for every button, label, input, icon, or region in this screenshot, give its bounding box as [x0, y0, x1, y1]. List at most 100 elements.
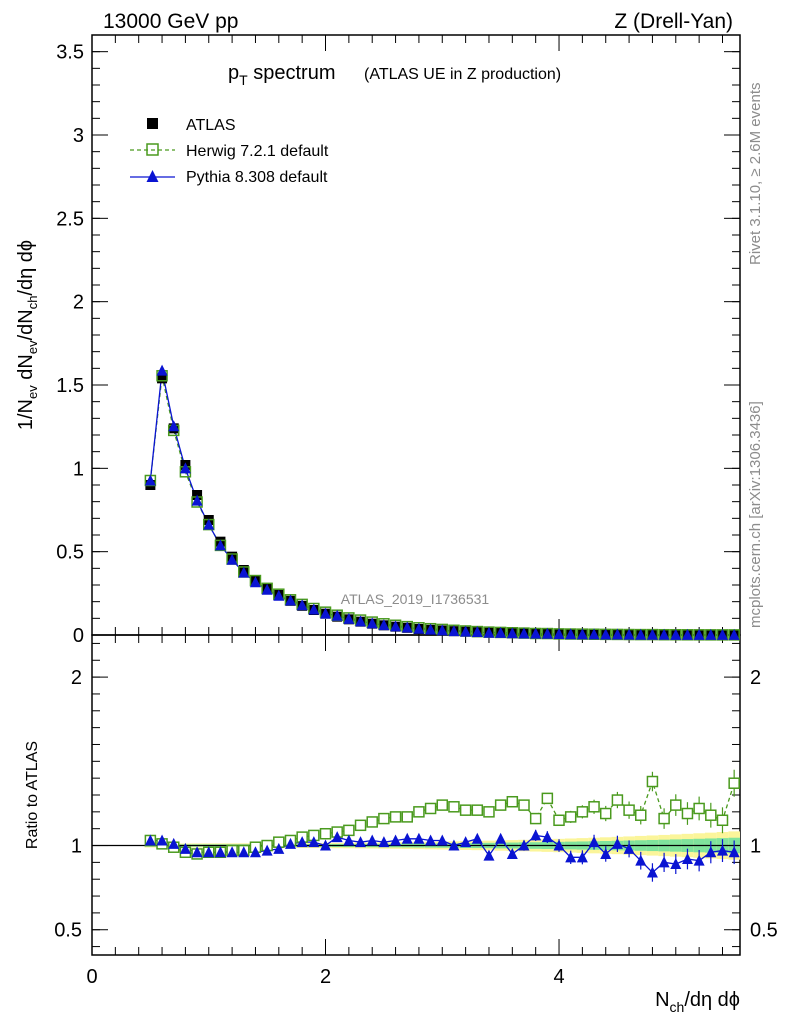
pythia-ratio-point	[390, 834, 402, 846]
main-ytick-label: 0.5	[56, 542, 84, 564]
herwig-ratio-point	[564, 811, 577, 823]
pythia-ratio-point	[460, 836, 472, 848]
ratio-ytick-label: 0.5	[54, 920, 82, 942]
legend-atlas-label: ATLAS	[186, 117, 236, 134]
pythia-ratio-point	[203, 846, 215, 858]
main-ytick-label: 1	[73, 458, 84, 480]
pythia-point	[483, 626, 495, 638]
analysis-watermark: ATLAS_2019_I1736531	[341, 591, 490, 607]
pythia-point	[284, 594, 296, 606]
pythia-point	[658, 628, 670, 640]
main-ytick-label: 2	[73, 292, 84, 314]
pythia-ratio-point	[273, 842, 285, 854]
pythia-ratio-point	[646, 866, 658, 878]
herwig-ratio-point	[354, 819, 367, 832]
pythia-point	[565, 628, 577, 640]
pythia-point	[681, 628, 693, 640]
pythia-ratio-point	[600, 847, 612, 859]
pythia-point	[506, 627, 518, 639]
herwig-ratio-point	[728, 777, 740, 789]
pythia-ratio-point	[448, 839, 460, 851]
pythia-point	[448, 625, 460, 637]
pythia-ratio-point	[530, 829, 542, 841]
pythia-ratio-point	[168, 837, 180, 849]
rivet-version-text: Rivet 3.1.10, ≥ 2.6M events	[747, 83, 764, 266]
herwig-ratio-point	[658, 812, 670, 825]
ratio-ytick-label-right: 1	[750, 836, 761, 858]
pythia-point	[168, 420, 180, 432]
main-axes: 0 0.5 1 1.5 2 2.5 3 3.5	[56, 34, 740, 647]
herwig-ratio-point	[646, 775, 659, 788]
pythia-point	[670, 628, 682, 640]
pythia-ratio-point	[378, 836, 390, 848]
pythia-point	[226, 553, 238, 565]
pythia-ratio-point	[320, 839, 332, 851]
herwig-ratio-point	[436, 799, 449, 811]
ratio-ytick-label-right: 0.5	[750, 920, 778, 942]
legend-pythia-label: Pythia 8.308 default	[186, 169, 328, 186]
pythia-ratio-point	[296, 836, 308, 848]
pythia-point	[273, 589, 285, 601]
pythia-point	[705, 628, 717, 640]
herwig-ratio-point	[401, 811, 413, 823]
herwig-ratio-point	[611, 794, 624, 806]
mcplots-credit-text: mcplots.cern.ch [arXiv:1306.3436]	[747, 401, 764, 628]
herwig-ratio-point	[424, 802, 437, 815]
main-ytick-label: 1.5	[56, 375, 84, 397]
herwig-ratio-point	[506, 795, 519, 808]
pythia-point	[156, 364, 168, 376]
title-p: p	[228, 62, 239, 84]
pythia-ratio-point	[611, 837, 623, 849]
pythia-ratio-point	[308, 836, 320, 848]
herwig-ratio-point	[705, 809, 717, 821]
pythia-point	[518, 627, 530, 639]
header-left: 13000 GeV pp	[103, 10, 238, 33]
ratio-ytick-label: 1	[71, 836, 82, 858]
pythia-point	[588, 628, 600, 640]
pythia-ratio-point	[670, 858, 682, 870]
pythia-ratio-point	[541, 831, 553, 843]
herwig-ratio-point	[413, 806, 425, 818]
title-sub: T	[239, 72, 248, 88]
herwig-ratio-point	[389, 811, 402, 823]
legend: ATLAS Herwig 7.2.1 default Pythia 8.308 …	[130, 117, 329, 186]
pythia-point	[355, 615, 367, 627]
pythia-point	[401, 621, 413, 633]
xtick-label: 4	[553, 966, 564, 988]
pythia-ratio-point	[518, 839, 530, 851]
pythia-point	[623, 628, 635, 640]
herwig-ratio-point	[483, 806, 495, 818]
herwig-ratio-point	[366, 816, 378, 828]
ratio-series	[144, 769, 740, 882]
pythia-ratio-point	[693, 854, 705, 866]
pythia-ratio-point	[483, 849, 495, 861]
pythia-ratio-point	[331, 831, 343, 843]
pythia-ratio-point	[191, 846, 203, 858]
header-right: Z (Drell-Yan)	[614, 10, 733, 33]
pythia-ratio-point	[238, 846, 250, 858]
ratio-ytick-label: 2	[71, 667, 82, 689]
herwig-ratio-point	[670, 799, 682, 811]
pythia-ratio-point	[576, 851, 588, 863]
pythia-point	[261, 583, 273, 595]
pythia-point	[728, 628, 740, 640]
herwig-ratio-point	[529, 812, 542, 825]
pythia-ratio-point	[226, 846, 238, 858]
ratio-ylabel: Ratio to ATLAS	[24, 741, 41, 849]
pythia-point	[413, 622, 425, 634]
pythia-point	[320, 607, 332, 619]
pythia-point	[553, 628, 565, 640]
pythia-ratio-point	[355, 836, 367, 848]
pythia-point	[600, 628, 612, 640]
pythia-point	[390, 620, 402, 632]
pythia-ratio-point	[506, 847, 518, 859]
pythia-point	[308, 603, 320, 615]
ratio-ytick-label-right: 2	[750, 667, 761, 689]
pythia-ratio-point	[436, 834, 448, 846]
herwig-ratio-point	[343, 824, 355, 837]
herwig-ratio-point	[681, 807, 694, 820]
herwig-ratio-point	[471, 804, 484, 816]
xtick-label: 2	[320, 966, 331, 988]
pythia-point	[203, 518, 215, 530]
